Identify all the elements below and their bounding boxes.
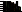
Polygon shape <box>3 2 4 11</box>
Polygon shape <box>15 2 16 11</box>
Polygon shape <box>17 7 18 11</box>
Polygon shape <box>6 2 7 11</box>
Polygon shape <box>9 2 10 11</box>
Polygon shape <box>18 7 20 11</box>
Polygon shape <box>14 4 15 11</box>
Polygon shape <box>8 2 9 11</box>
Polygon shape <box>12 3 13 11</box>
Polygon shape <box>5 2 6 11</box>
Polygon shape <box>11 3 12 11</box>
